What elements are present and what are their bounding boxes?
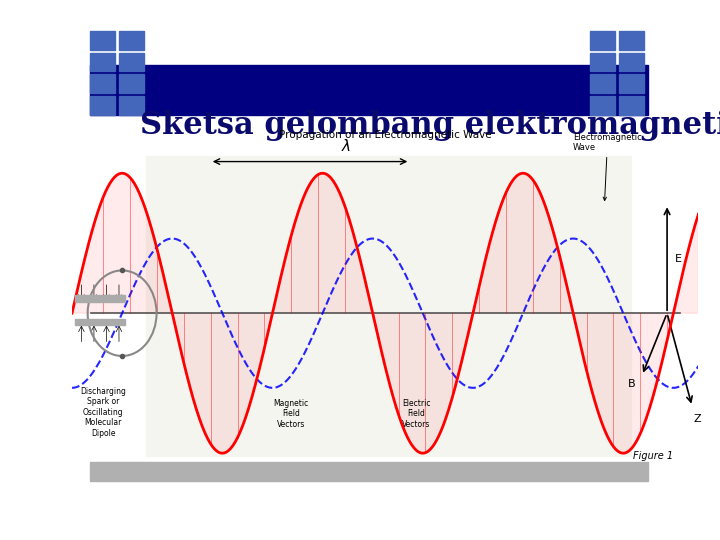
Bar <box>90 96 115 114</box>
Bar <box>619 96 644 114</box>
Bar <box>590 75 615 93</box>
Bar <box>90 53 115 71</box>
Text: Electromagnetic
Wave: Electromagnetic Wave <box>573 132 642 200</box>
Bar <box>90 462 648 481</box>
Bar <box>119 75 144 93</box>
Bar <box>145 156 631 456</box>
Text: Figure 1: Figure 1 <box>633 451 673 461</box>
Bar <box>119 31 144 50</box>
Bar <box>90 31 115 50</box>
Bar <box>590 96 615 114</box>
Bar <box>90 75 115 93</box>
Bar <box>619 75 644 93</box>
Text: Sketsa gelombang elektromagnetik: Sketsa gelombang elektromagnetik <box>140 110 720 140</box>
Bar <box>119 53 144 71</box>
Text: Z: Z <box>693 414 701 424</box>
Text: Propagation of an Electromagnetic Wave: Propagation of an Electromagnetic Wave <box>279 131 492 140</box>
Text: E: E <box>675 254 682 264</box>
Text: Electric
Field
Vectors: Electric Field Vectors <box>402 399 431 429</box>
Bar <box>619 31 644 50</box>
Text: Magnetic
Field
Vectors: Magnetic Field Vectors <box>274 399 309 429</box>
Text: $\lambda$: $\lambda$ <box>341 138 351 154</box>
Text: Discharging
Spark or
Oscillating
Molecular
Dipole: Discharging Spark or Oscillating Molecul… <box>81 387 126 438</box>
Bar <box>590 53 615 71</box>
Bar <box>75 295 125 301</box>
Bar <box>75 319 125 325</box>
Bar <box>590 31 615 50</box>
Text: B: B <box>628 379 636 389</box>
Bar <box>90 65 648 114</box>
Bar <box>619 53 644 71</box>
Bar <box>119 96 144 114</box>
